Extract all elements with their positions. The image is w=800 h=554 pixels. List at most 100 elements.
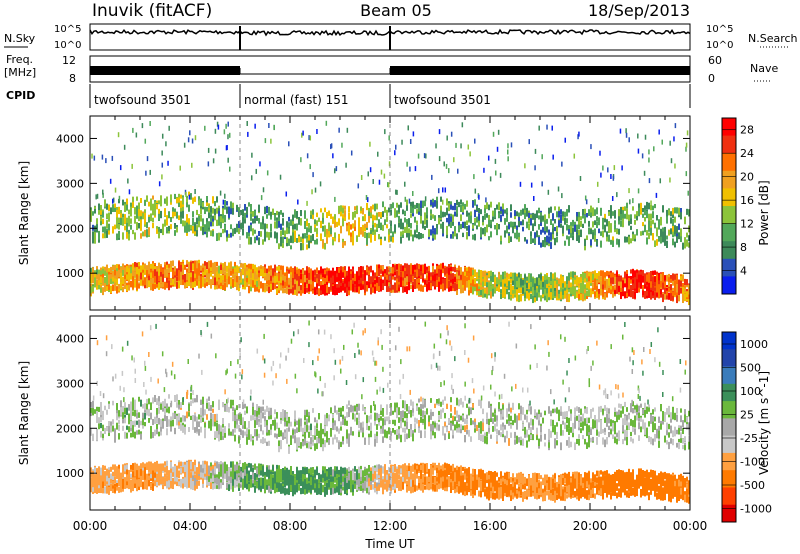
echo-cell: [290, 278, 292, 285]
echo-cell: [280, 269, 282, 275]
echo-cell: [450, 201, 452, 208]
echo-cell: [198, 266, 200, 274]
echo-cell: [502, 289, 504, 298]
echo-cell: [530, 283, 532, 290]
echo-cell: [636, 211, 638, 217]
echo-cell: [466, 277, 468, 284]
echo-cell: [126, 198, 128, 205]
echo-cell: [442, 231, 444, 237]
echo-cell: [273, 125, 275, 131]
echo-cell: [232, 202, 234, 209]
echo-cell: [172, 207, 174, 213]
echo-cell: [452, 214, 454, 222]
echo-cell: [340, 205, 342, 212]
echo-cell: [638, 274, 640, 280]
echo-cell: [610, 223, 612, 231]
echo-cell: [654, 276, 656, 282]
echo-cell: [484, 291, 486, 298]
echo-cell: [542, 240, 544, 247]
echo-cell: [514, 272, 516, 278]
echo-cell: [470, 216, 472, 224]
echo-cell: [514, 210, 516, 217]
echo-cell: [256, 215, 258, 221]
echo-cell: [224, 193, 226, 199]
echo-cell: [346, 287, 348, 295]
echo-cell: [386, 283, 388, 288]
echo-cell: [152, 222, 154, 229]
echo-cell: [396, 202, 398, 208]
echo-cell: [582, 286, 584, 293]
echo-cell: [570, 282, 572, 288]
echo-cell: [218, 210, 220, 217]
echo-cell: [212, 215, 214, 221]
echo-cell: [598, 288, 600, 294]
echo-cell: [676, 207, 678, 214]
echo-cell: [608, 271, 610, 278]
echo-cell: [260, 222, 262, 230]
echo-cell: [602, 284, 604, 290]
echo-cell: [246, 232, 248, 239]
echo-cell: [140, 215, 142, 221]
echo-cell: [560, 292, 562, 299]
echo-cell: [608, 234, 610, 242]
echo-cell: [526, 210, 528, 217]
echo-cell: [550, 206, 552, 213]
echo-cell: [566, 285, 568, 294]
echo-cell: [388, 279, 390, 287]
echo-cell: [404, 265, 406, 271]
echo-cell: [518, 276, 520, 283]
echo-cell: [498, 224, 500, 230]
echo-cell: [420, 208, 422, 216]
echo-cell: [380, 285, 382, 292]
echo-cell: [540, 220, 542, 226]
echo-cell: [352, 271, 354, 278]
echo-cell: [644, 217, 646, 222]
echo-cell: [626, 208, 628, 215]
echo-cell: [290, 266, 292, 273]
echo-cell: [174, 271, 176, 276]
echo-cell: [432, 275, 434, 281]
echo-cell: [518, 232, 520, 239]
echo-cell: [592, 221, 594, 228]
echo-cell: [608, 211, 610, 216]
echo-cell: [430, 275, 432, 284]
echo-cell: [248, 229, 250, 237]
echo-cell: [602, 271, 604, 280]
echo-cell: [316, 273, 318, 280]
echo-cell: [618, 239, 620, 246]
echo-cell: [102, 466, 104, 475]
echo-cell: [186, 281, 188, 287]
echo-cell: [210, 272, 212, 277]
echo-cell: [185, 191, 187, 197]
echo-cell: [104, 231, 106, 239]
echo-cell: [470, 280, 472, 287]
echo-cell: [512, 273, 514, 280]
echo-cell: [214, 148, 217, 154]
echo-cell: [274, 279, 276, 287]
echo-cell: [546, 288, 548, 294]
echo-cell: [384, 129, 386, 135]
echo-cell: [438, 129, 441, 135]
echo-cell: [186, 214, 188, 222]
echo-cell: [579, 176, 582, 181]
echo-cell: [474, 233, 476, 241]
echo-cell: [614, 224, 616, 230]
echo-cell: [282, 236, 284, 244]
echo-cell: [222, 218, 224, 224]
echo-cell: [688, 209, 690, 217]
echo-cell: [324, 207, 326, 213]
echo-cell: [286, 221, 288, 228]
echo-cell: [326, 267, 328, 274]
echo-cell: [304, 221, 306, 229]
echo-cell: [444, 267, 446, 275]
echo-cell: [200, 208, 202, 215]
echo-cell: [224, 282, 226, 291]
echo-cell: [364, 223, 366, 228]
echo-cell: [326, 271, 328, 276]
echo-cell: [270, 275, 272, 282]
echo-cell: [244, 204, 246, 211]
echo-cell: [580, 274, 582, 279]
echo-cell: [586, 235, 588, 241]
echo-cell: [178, 261, 180, 268]
echo-cell: [499, 172, 502, 178]
